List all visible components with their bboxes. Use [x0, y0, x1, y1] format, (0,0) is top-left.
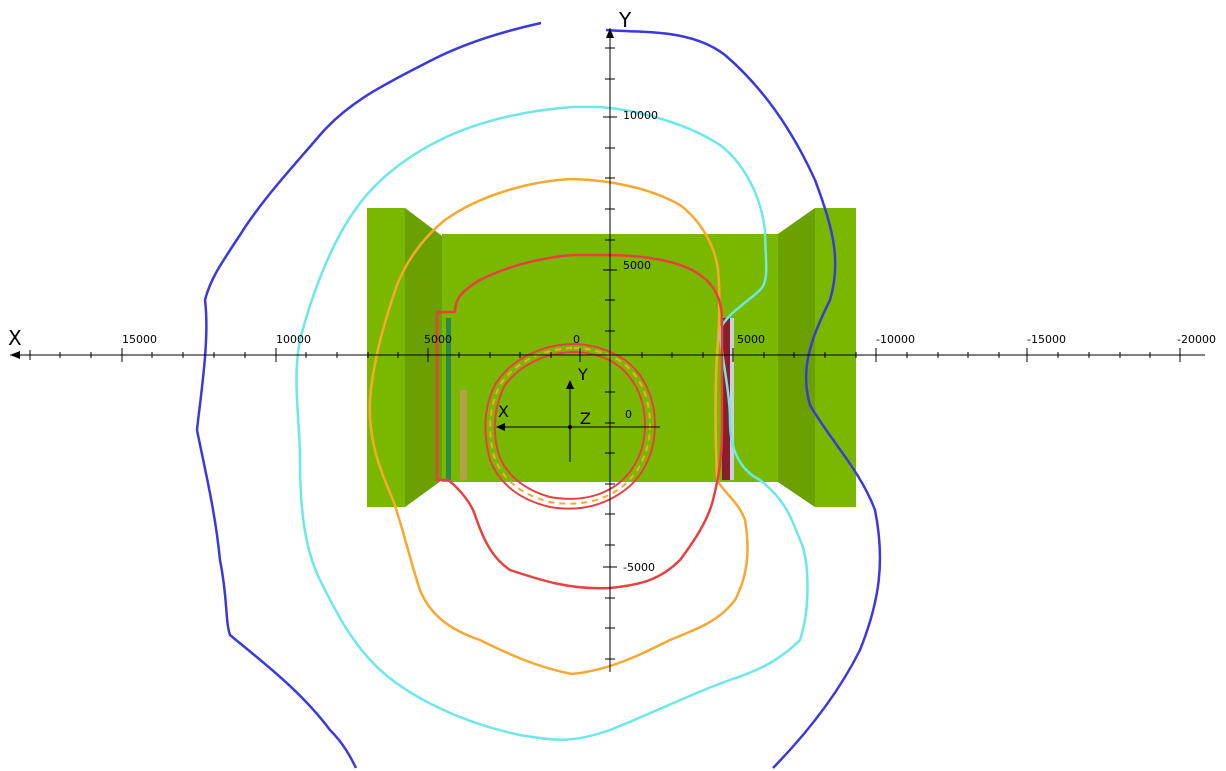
global-y-axis-label: Y: [618, 8, 632, 32]
x-tick-label: 10000: [276, 333, 311, 346]
x-tick-label: 0: [573, 333, 580, 346]
contour-cyan: [295, 105, 809, 741]
y-tick-label: 10000: [623, 109, 658, 122]
y-tick-label: -5000: [623, 561, 655, 574]
contour-orange-ring: [489, 347, 651, 505]
local-x-arrow: [496, 423, 505, 431]
global-axes: X Y 15000 10000 5000 0 5000 -10000 -1500…: [8, 8, 1216, 672]
contour-lines: [195, 21, 882, 769]
structure-right-plate: [730, 318, 734, 480]
structure-left-bar: [446, 318, 451, 480]
x-tick-label: 5000: [737, 333, 765, 346]
local-origin-marker: [568, 425, 572, 429]
global-y-arrow: [606, 28, 614, 38]
contour-red-ring-outer: [484, 343, 656, 510]
local-z-label: Z: [580, 409, 591, 428]
x-tick-label: -15000: [1027, 333, 1066, 346]
structure-left-strip: [460, 390, 467, 480]
local-x-label: X: [498, 402, 509, 421]
local-y-arrow: [566, 380, 574, 389]
contour-outer-blue: [195, 21, 542, 769]
global-x-ticks: [29, 348, 1181, 362]
local-y-label: Y: [577, 365, 588, 384]
x-tick-label: -10000: [876, 333, 915, 346]
contour-red-outer: [435, 253, 724, 590]
structure-model: [367, 208, 856, 507]
structure-right-bevel: [778, 208, 815, 507]
local-origin-label: 0: [625, 408, 632, 421]
global-x-arrow: [10, 351, 20, 359]
contour-red-ring-inner: [493, 351, 646, 500]
local-axes: X Y Z 0: [496, 365, 660, 462]
structure-left-bevel: [405, 208, 442, 507]
x-tick-label: -20000: [1177, 333, 1216, 346]
structure-right-bar: [722, 318, 730, 480]
x-tick-label: 15000: [122, 333, 157, 346]
x-tick-label: 5000: [424, 333, 452, 346]
y-tick-label: 5000: [623, 259, 651, 272]
contour-orange: [368, 177, 749, 676]
global-x-axis-label: X: [8, 326, 22, 350]
global-y-ticks: [603, 47, 617, 660]
contour-outer-blue-right: [605, 28, 882, 769]
